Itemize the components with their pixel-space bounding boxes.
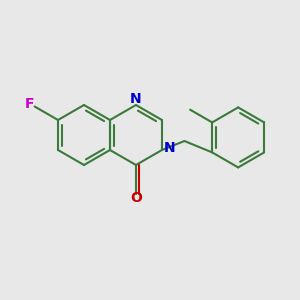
Text: N: N	[130, 92, 142, 106]
Text: O: O	[130, 191, 142, 205]
Text: F: F	[25, 97, 35, 111]
Text: N: N	[164, 142, 175, 155]
